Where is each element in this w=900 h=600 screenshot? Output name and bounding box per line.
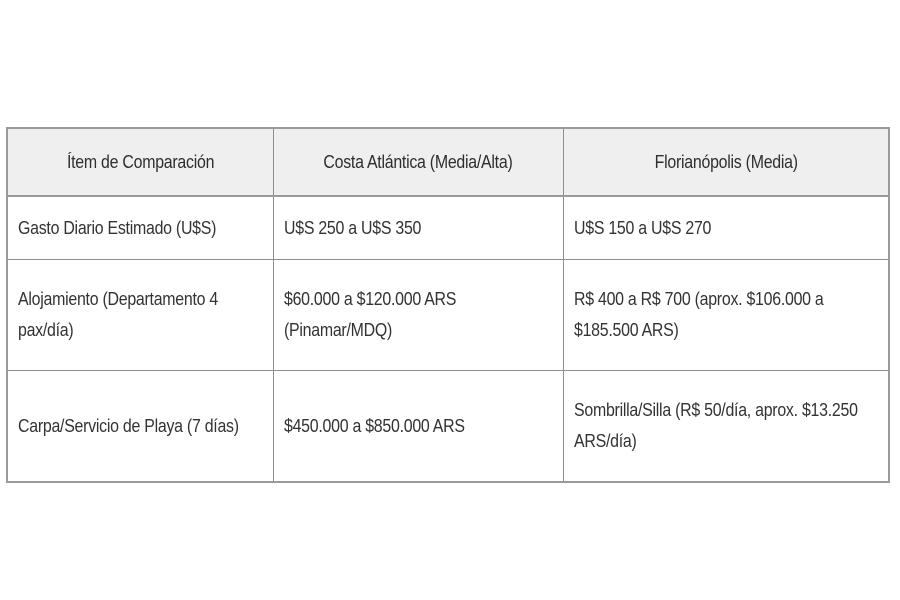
header-floripa-label: Florianópolis (Media): [654, 150, 798, 172]
table-row: Gasto Diario Estimado (U$S) U$S 250 a U$…: [6, 195, 890, 260]
cell-costa: $60.000 a $120.000 ARS (Pinamar/MDQ): [272, 259, 564, 371]
cell-floripa: U$S 150 a U$S 270: [562, 195, 890, 260]
table-row: Carpa/Servicio de Playa (7 días) $450.00…: [6, 370, 890, 483]
cell-floripa: Sombrilla/Silla (R$ 50/día, aprox. $13.2…: [562, 370, 890, 483]
comparison-table: Ítem de Comparación Costa Atlántica (Med…: [6, 127, 890, 483]
header-item: Ítem de Comparación: [6, 127, 274, 197]
cell-item: Alojamiento (Departamento 4 pax/día): [6, 259, 274, 371]
cell-costa: $450.000 a $850.000 ARS: [272, 370, 564, 483]
comparison-table-container: Ítem de Comparación Costa Atlántica (Med…: [6, 127, 890, 483]
header-costa-label: Costa Atlántica (Media/Alta): [323, 150, 513, 172]
table-row: Alojamiento (Departamento 4 pax/día) $60…: [6, 259, 890, 371]
header-row: Ítem de Comparación Costa Atlántica (Med…: [6, 127, 890, 197]
cell-item: Gasto Diario Estimado (U$S): [6, 195, 274, 260]
cell-floripa: R$ 400 a R$ 700 (aprox. $106.000 a $185.…: [562, 259, 890, 371]
table-header: Ítem de Comparación Costa Atlántica (Med…: [6, 127, 890, 197]
cell-costa: U$S 250 a U$S 350: [272, 195, 564, 260]
header-item-label: Ítem de Comparación: [66, 150, 214, 172]
header-florianopolis: Florianópolis (Media): [562, 127, 890, 197]
header-costa-atlantica: Costa Atlántica (Media/Alta): [272, 127, 564, 197]
cell-item: Carpa/Servicio de Playa (7 días): [6, 370, 274, 483]
table-body: Gasto Diario Estimado (U$S) U$S 250 a U$…: [6, 195, 890, 483]
